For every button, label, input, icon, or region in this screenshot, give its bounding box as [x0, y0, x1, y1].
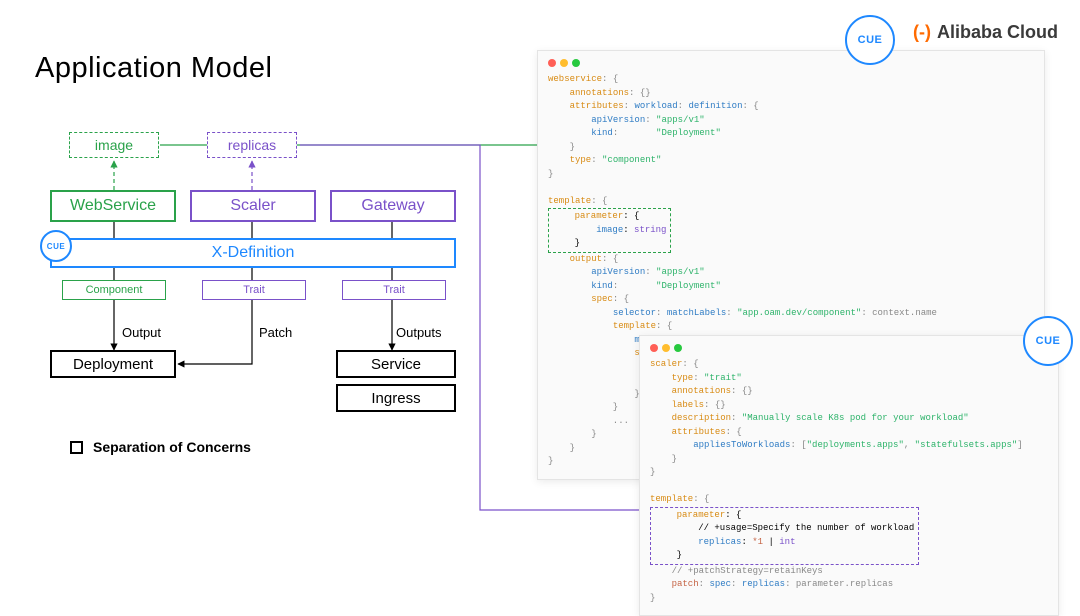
edge-label-output: Output — [122, 325, 161, 340]
node-deployment: Deployment — [50, 350, 176, 378]
node-trait1: Trait — [202, 280, 306, 300]
brand-glyph: (-) — [913, 22, 931, 43]
code-panel-scaler: scaler: { type: "trait" annotations: {} … — [639, 335, 1059, 616]
brand-logo: (-) Alibaba Cloud — [913, 22, 1058, 43]
parameter-box: parameter: { image: string } — [548, 208, 671, 253]
cue-badge-icon: CUE — [1023, 316, 1073, 366]
cue-badge-icon: CUE — [40, 230, 72, 262]
node-ingress: Ingress — [336, 384, 456, 412]
node-xdef: X-Definition — [50, 238, 456, 268]
brand-name: Alibaba Cloud — [937, 22, 1058, 43]
edge-label-outputs: Outputs — [396, 325, 442, 340]
node-scaler: Scaler — [190, 190, 316, 222]
node-component: Component — [62, 280, 166, 300]
page-title: Application Model — [35, 52, 272, 85]
node-trait2: Trait — [342, 280, 446, 300]
node-gateway: Gateway — [330, 190, 456, 222]
node-webservice: WebService — [50, 190, 176, 222]
node-replicas: replicas — [207, 132, 297, 158]
traffic-lights-icon — [548, 59, 580, 67]
traffic-lights-icon — [650, 344, 682, 352]
square-bullet-icon — [70, 441, 83, 454]
parameter-box: parameter: { // +usage=Specify the numbe… — [650, 507, 919, 565]
bullet-separation-of-concerns: Separation of Concerns — [70, 439, 251, 455]
node-service: Service — [336, 350, 456, 378]
code-block: scaler: { type: "trait" annotations: {} … — [650, 358, 1048, 605]
node-image: image — [69, 132, 159, 158]
bullet-text: Separation of Concerns — [93, 439, 251, 455]
diagram-canvas: image replicas WebService Scaler Gateway X-De… — [40, 120, 460, 420]
edge-label-patch: Patch — [259, 325, 292, 340]
cue-badge-icon: CUE — [845, 15, 895, 65]
